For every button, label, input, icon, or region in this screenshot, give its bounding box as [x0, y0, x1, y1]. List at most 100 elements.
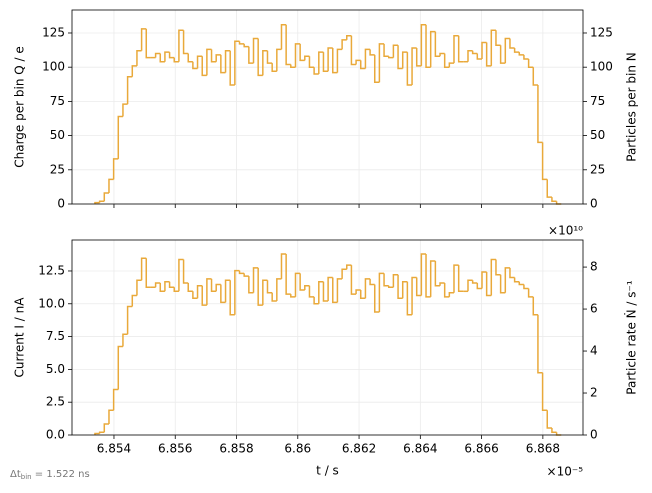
histogram-step — [499, 274, 506, 294]
histogram-step — [164, 280, 170, 292]
histogram-step — [299, 273, 305, 291]
histogram-step — [98, 431, 105, 434]
y-tick-label: 50 — [50, 128, 65, 142]
histogram-step — [546, 410, 552, 429]
histogram-step — [537, 314, 543, 374]
y2-tick-label: 2 — [590, 386, 598, 400]
x-tick-label: 6.86 — [284, 442, 311, 456]
histogram-step — [332, 277, 338, 304]
histogram-step — [94, 432, 100, 435]
histogram-step — [140, 257, 147, 281]
histogram-step — [182, 259, 189, 284]
histogram-step — [168, 52, 175, 59]
histogram-step — [523, 54, 529, 60]
histogram-step — [262, 279, 268, 306]
histogram-step — [471, 280, 478, 284]
histogram-step — [136, 279, 142, 296]
histogram-step — [346, 34, 352, 40]
histogram-step — [210, 278, 217, 293]
histogram-step — [406, 281, 413, 316]
histogram-step — [308, 285, 315, 298]
histogram-step — [112, 158, 119, 180]
histogram-step — [276, 48, 282, 72]
histogram-step — [243, 43, 249, 48]
y2-tick-label: 50 — [590, 128, 605, 142]
y-tick-label: 2.5 — [46, 395, 65, 409]
histogram-step — [448, 292, 454, 297]
y2-axis-label: Particles per bin N — [625, 52, 639, 162]
histogram-step — [215, 283, 221, 292]
y2-tick-label: 100 — [590, 60, 613, 74]
histogram-step — [401, 51, 408, 69]
histogram-step — [145, 28, 151, 59]
histogram-step — [103, 192, 109, 202]
y-tick-label: 12.5 — [38, 263, 65, 277]
histogram-step — [513, 277, 520, 283]
y2-tick-label: 8 — [590, 260, 598, 274]
histogram-step — [159, 53, 165, 63]
histogram-step — [364, 278, 371, 299]
y2-tick-label: 4 — [590, 344, 598, 358]
histogram-step — [327, 276, 333, 302]
histogram-step — [252, 37, 259, 64]
histogram-step — [429, 260, 436, 297]
histogram-step — [313, 296, 319, 305]
histogram-step — [206, 278, 212, 306]
histogram-step — [308, 56, 315, 68]
histogram-step — [504, 267, 510, 293]
histogram-step — [201, 285, 207, 306]
y-tick-label: 100 — [42, 60, 65, 74]
histogram-step — [182, 30, 189, 55]
histogram-step — [369, 49, 375, 56]
x-offset-label: ×10⁻⁵ — [547, 465, 584, 479]
histogram-step — [280, 253, 287, 279]
histogram-step — [551, 428, 557, 433]
histogram-step — [262, 50, 268, 76]
histogram-step — [378, 43, 385, 83]
histogram-step — [224, 50, 231, 73]
x-tick-label: 6.862 — [342, 442, 376, 456]
histogram-step — [457, 265, 464, 293]
histogram-step — [523, 284, 529, 290]
histogram-step — [490, 258, 496, 296]
histogram-step — [499, 45, 506, 64]
y2-offset-label: ×10¹⁰ — [548, 224, 583, 238]
histogram-step — [509, 38, 515, 49]
histogram-step — [439, 282, 445, 286]
histogram-step — [383, 273, 389, 287]
histogram-step — [318, 51, 324, 75]
histogram-step — [485, 42, 492, 67]
histogram-step — [555, 201, 562, 205]
histogram-step — [355, 289, 361, 295]
y2-tick-label: 25 — [590, 162, 605, 176]
histogram-step — [355, 59, 361, 65]
histogram-step — [187, 53, 193, 63]
histogram-step — [257, 267, 263, 306]
histogram-step — [243, 273, 249, 277]
x-tick-label: 6.868 — [526, 442, 560, 456]
histogram-step — [266, 280, 273, 294]
histogram-step — [248, 276, 254, 294]
histogram-step — [294, 43, 301, 68]
histogram-step — [387, 285, 394, 288]
histogram-step — [285, 254, 291, 295]
histogram-step — [439, 52, 445, 57]
histogram-step — [327, 47, 333, 72]
y2-tick-label: 0 — [590, 197, 598, 211]
histogram-step — [532, 67, 538, 86]
histogram-step — [201, 56, 207, 77]
histogram-step — [392, 274, 399, 288]
histogram-step — [145, 258, 151, 288]
histogram-step — [322, 52, 329, 73]
histogram-step — [136, 50, 142, 66]
histogram-step — [131, 65, 137, 77]
histogram-step — [248, 46, 254, 64]
y-tick-label: 25 — [50, 162, 65, 176]
histogram-step — [448, 62, 454, 68]
histogram-step — [373, 54, 380, 83]
histogram-step — [252, 267, 259, 293]
histogram-step — [318, 280, 324, 304]
histogram-step — [541, 142, 548, 181]
histogram-step — [420, 253, 427, 296]
